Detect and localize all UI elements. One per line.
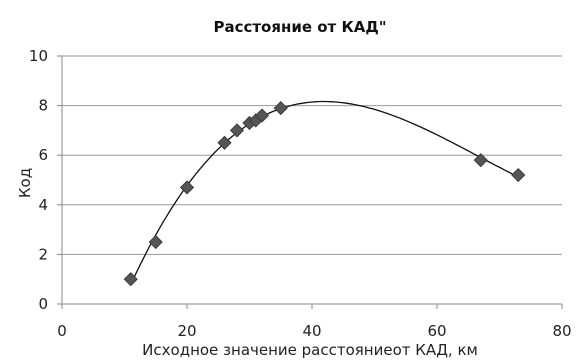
y-tick-labels: 0 2 4 6 8 10 <box>29 47 48 313</box>
y-tick-label-2: 2 <box>38 245 48 263</box>
axes <box>57 55 563 309</box>
data-points <box>123 101 526 287</box>
x-tick-label-80: 80 <box>552 322 571 340</box>
data-point-4 <box>217 135 232 150</box>
y-tick-label-10: 10 <box>29 47 48 65</box>
y-axis-label: Код <box>16 168 34 198</box>
data-point-10 <box>473 153 488 168</box>
y-tick-label-0: 0 <box>38 295 48 313</box>
x-tick-label-40: 40 <box>302 322 321 340</box>
data-point-5 <box>229 123 245 138</box>
x-tick-labels: 0 20 40 60 80 <box>57 322 571 340</box>
x-tick-label-60: 60 <box>427 322 446 340</box>
y-tick-label-6: 6 <box>38 146 48 164</box>
y-tick-label-8: 8 <box>38 97 48 115</box>
x-tick-label-0: 0 <box>57 322 67 340</box>
data-point-9 <box>273 101 288 116</box>
chart-title: Расстояние от КАД" <box>213 18 386 36</box>
data-point-8 <box>254 108 270 123</box>
data-point-11 <box>511 167 526 183</box>
data-point-2 <box>148 234 163 250</box>
y-tick-label-4: 4 <box>38 196 48 214</box>
grid-lines <box>62 55 562 255</box>
x-axis-label: Исходное значение расстояниеот КАД, км <box>142 341 478 359</box>
trend-line <box>130 100 519 285</box>
data-point-1 <box>123 272 138 287</box>
data-point-3 <box>179 180 195 195</box>
x-tick-label-20: 20 <box>177 322 196 340</box>
